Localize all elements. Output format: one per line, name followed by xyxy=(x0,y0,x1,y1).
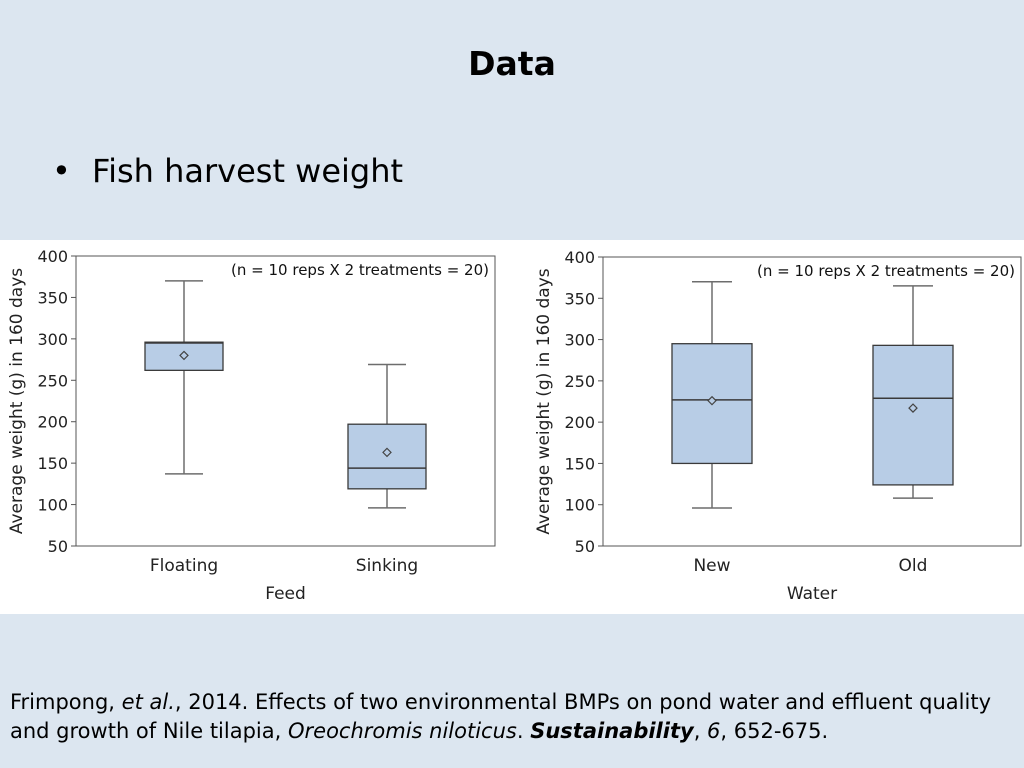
citation-journal: Sustainability xyxy=(530,719,694,743)
slide-title: Data xyxy=(468,44,556,83)
y-tick-label: 400 xyxy=(37,247,68,266)
figure-panel: 50 100 150 200 250 300 350 400 Average weight (g… xyxy=(0,240,1024,614)
y-tick-label: 250 xyxy=(564,372,595,391)
plot-frame xyxy=(602,256,1022,547)
y-axis-label: Average weight (g) in 160 days xyxy=(7,268,27,534)
mean-marker xyxy=(908,403,918,413)
x-tick-label: Floating xyxy=(150,556,218,576)
bullet-item: • Fish harvest weight xyxy=(52,152,403,190)
x-tick-label: New xyxy=(693,556,730,576)
citation-pages: , 652-675. xyxy=(720,719,829,743)
chart-feed: 50 100 150 200 250 300 350 400 Average weight (g… xyxy=(7,247,496,604)
y-tick-label: 150 xyxy=(37,454,68,473)
y-tick-label: 300 xyxy=(37,330,68,349)
citation-etal: et al. xyxy=(121,690,175,714)
y-tick-label: 400 xyxy=(564,248,595,267)
y-tick-label: 300 xyxy=(564,331,595,350)
mean-marker xyxy=(179,350,189,361)
citation-volume: 6 xyxy=(707,719,721,743)
x-axis-label: Feed xyxy=(265,584,306,604)
y-tick-label: 50 xyxy=(48,537,68,556)
y-tick-label: 250 xyxy=(37,371,68,390)
y-tick-label: 50 xyxy=(575,537,595,556)
citation-sep2: , xyxy=(693,719,708,743)
y-tick-label: 350 xyxy=(564,289,595,308)
y-axis-label: Average weight (g) in 160 days xyxy=(534,268,554,534)
y-tick-label: 350 xyxy=(37,288,68,307)
citation-species: Oreochromis niloticus xyxy=(287,719,517,743)
y-tick-label: 100 xyxy=(564,496,595,515)
citation-sep1: . xyxy=(516,719,531,743)
y-tick-label: 100 xyxy=(37,496,68,515)
x-axis-label: Water xyxy=(787,584,837,604)
chart-water: 50 100 150 200 250 300 350 400 Average weight (g… xyxy=(534,248,1022,604)
n-annotation: (n = 10 reps X 2 treatments = 20) xyxy=(231,261,489,279)
plot-frame xyxy=(75,255,496,547)
box xyxy=(872,344,954,486)
citation-title: , 2014. Effects of two environmental BMP… xyxy=(10,690,992,743)
n-annotation: (n = 10 reps X 2 treatments = 20) xyxy=(757,262,1015,280)
bullet-text: Fish harvest weight xyxy=(92,152,404,190)
citation: Frimpong, et al., 2014. Effects of two e… xyxy=(10,688,1010,746)
bullet-dot-icon: • xyxy=(52,152,71,190)
y-tick-label: 200 xyxy=(564,413,595,432)
mean-marker xyxy=(707,395,717,406)
y-tick-label: 150 xyxy=(564,454,595,473)
citation-authors: Frimpong, xyxy=(10,690,122,714)
y-tick-label: 200 xyxy=(37,413,68,432)
x-tick-label: Old xyxy=(899,556,928,576)
x-tick-label: Sinking xyxy=(356,556,418,576)
mean-marker xyxy=(382,447,392,458)
